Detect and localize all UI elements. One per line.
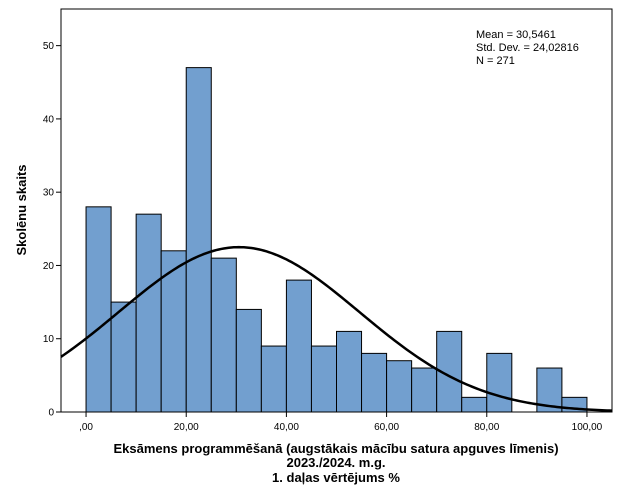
normal-curve: [60, 245, 613, 412]
histogram-bar: [260, 345, 287, 413]
x-tick-label: 40,00: [274, 422, 299, 433]
histogram-bar: [85, 206, 112, 413]
histogram-bar: [461, 396, 488, 413]
bars-group: [85, 67, 588, 413]
y-tick-label: 20: [43, 261, 55, 272]
y-axis-ticks: 0 10 20 30 40 50: [43, 41, 61, 419]
stat-mean: Mean = 30,5461: [476, 29, 556, 41]
histogram-bar: [110, 301, 137, 413]
y-axis-title: Skolēnu skaits: [14, 164, 29, 255]
x-axis-title-line1: Eksāmens programmēšanā (augstākais mācīb…: [113, 441, 558, 456]
y-tick-label: 0: [48, 408, 54, 419]
histogram-bar: [160, 250, 187, 413]
histogram-bar: [336, 330, 363, 413]
x-axis-title-line2: 2023./2024. m.g.: [286, 455, 385, 470]
y-tick-label: 10: [43, 334, 55, 345]
y-tick-label: 30: [43, 188, 55, 199]
x-tick-label: ,00: [79, 422, 93, 433]
stat-n: N = 271: [476, 55, 515, 67]
histogram-bar: [185, 67, 212, 413]
x-axis-ticks: ,00 20,00 40,00 60,00 80,00 100,00: [79, 412, 603, 433]
y-tick-label: 50: [43, 41, 55, 52]
histogram-bar: [235, 308, 262, 413]
x-tick-label: 100,00: [572, 422, 603, 433]
histogram-bar: [135, 213, 162, 413]
histogram-bar: [386, 360, 413, 413]
histogram-bar: [285, 279, 312, 413]
histogram-bar: [486, 352, 513, 413]
histogram-bar: [361, 352, 388, 413]
y-tick-label: 40: [43, 114, 55, 125]
x-axis-title-line3: 1. daļas vērtējums %: [272, 470, 400, 485]
histogram-bar: [210, 257, 237, 413]
x-tick-label: 80,00: [474, 422, 499, 433]
histogram-bar: [411, 367, 438, 413]
x-tick-label: 20,00: [174, 422, 199, 433]
x-tick-label: 60,00: [374, 422, 399, 433]
histogram-bar: [310, 345, 338, 413]
stat-std-dev: Std. Dev. = 24,02816: [476, 42, 579, 54]
